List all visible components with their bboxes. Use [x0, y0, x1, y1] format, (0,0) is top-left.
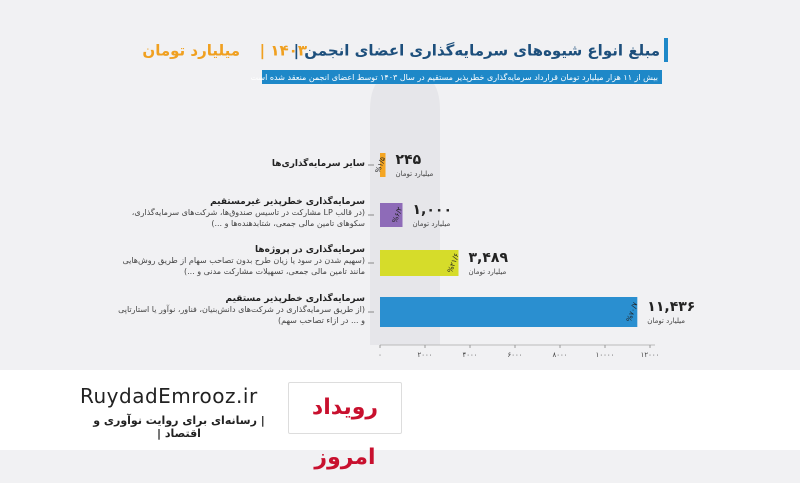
title-year: ۱۴۰۳ | — [260, 42, 307, 61]
bar — [380, 153, 386, 177]
x-tick-label: ۴۰۰۰ — [462, 351, 477, 359]
category-description: (در قالب LP مشارکت در تاسیس صندوق‌ها، شر… — [131, 208, 365, 228]
category-description: (از طریق سرمایه‌گذاری در شرکت‌های دانش‌ب… — [118, 305, 365, 325]
value-label: ۳,۴۸۹ — [469, 250, 509, 266]
title-accent — [664, 38, 668, 62]
category-label: سرمایه‌گذاری خطرپذیر غیرمستقیم — [210, 197, 365, 207]
x-tick-label: ۰ — [378, 351, 382, 359]
x-tick-label: ۲۰۰۰ — [417, 351, 432, 359]
brand-site: RuydadEmrooz.ir — [80, 384, 258, 408]
category: سرمایه‌گذاری خطرپذیر غیرمستقیم (در قالب L… — [115, 197, 365, 229]
chart-subtitle: بیش از ۱۱ هزار میلیارد تومان قرارداد سرم… — [251, 72, 658, 82]
value-label: ۱۱,۴۳۶ — [647, 299, 695, 315]
category: سایر سرمایه‌گذاری‌ها — [115, 159, 365, 169]
subtitle-band — [262, 70, 662, 84]
value-label: ۱,۰۰۰ — [413, 202, 453, 218]
x-tick-label: ۱۲۰۰۰ — [641, 351, 660, 359]
bar — [380, 297, 638, 327]
category-description: (سهیم شدن در سود یا زیان طرح بدون تصاحب … — [122, 256, 365, 276]
x-tick-label: ۶۰۰۰ — [507, 351, 522, 359]
unit-label: میلیارد تومان — [413, 220, 451, 228]
brand-tagline: | رسانه‌ای برای روایت نوآوری و اقتصاد | — [93, 414, 265, 440]
title-unit: میلیارد تومان — [142, 42, 240, 60]
unit-label: میلیارد تومان — [647, 317, 685, 325]
page: مبلغ انواع شیوه‌های سرمایه‌گذاری اعضای ا… — [0, 38, 800, 470]
bar — [380, 203, 403, 227]
category-label: سایر سرمایه‌گذاری‌ها — [271, 159, 365, 169]
value-label: ۲۴۵ — [396, 152, 422, 168]
arch-decoration — [370, 70, 440, 345]
category: سرمایه‌گذاری در پروژه‌ها (سهیم شدن در سود… — [115, 245, 365, 277]
category-label: سرمایه‌گذاری در پروژه‌ها — [255, 245, 365, 255]
x-tick-label: ۱۰۰۰۰ — [596, 351, 615, 359]
bar — [380, 250, 459, 276]
category: سرمایه‌گذاری خطرپذیر مستقیم (از طریق سرما… — [115, 294, 365, 326]
brand-logo: رویداد امروز — [288, 382, 402, 470]
unit-label: میلیارد تومان — [469, 268, 507, 276]
x-tick-label: ۸۰۰۰ — [552, 351, 567, 359]
chart-title: مبلغ انواع شیوه‌های سرمایه‌گذاری اعضای ا… — [294, 42, 660, 61]
unit-label: میلیارد تومان — [396, 170, 434, 178]
category-label: سرمایه‌گذاری خطرپذیر مستقیم — [225, 294, 365, 304]
